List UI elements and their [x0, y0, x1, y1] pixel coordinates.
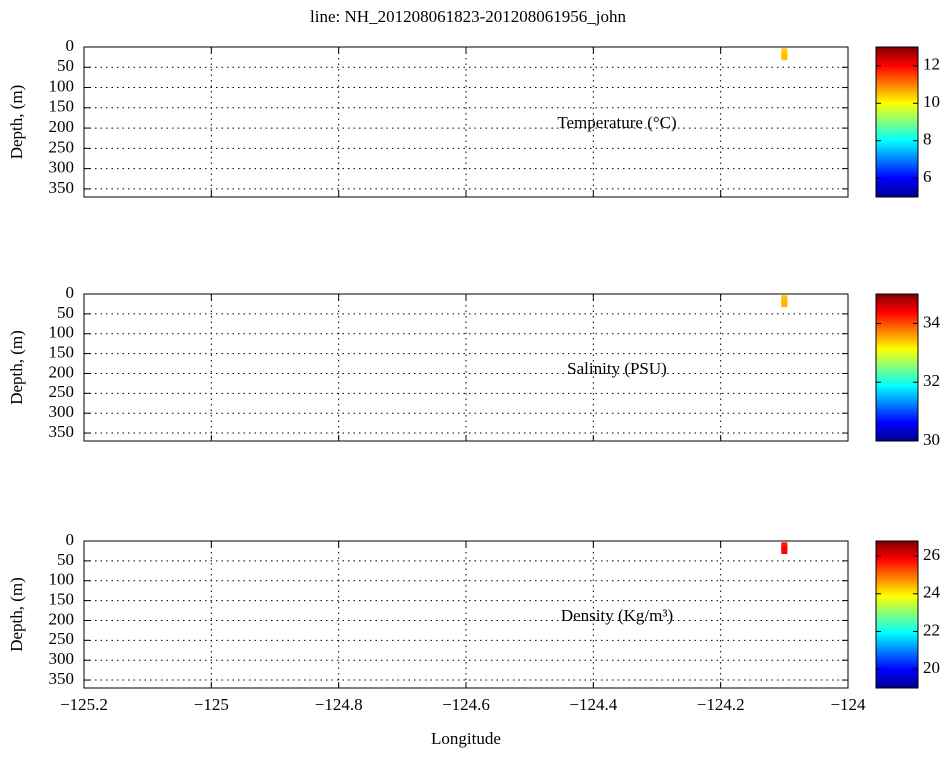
y-tick-label: 50	[57, 550, 74, 569]
y-tick-label: 200	[49, 609, 75, 628]
plot-frame	[83, 293, 849, 442]
colorbar	[875, 540, 919, 689]
y-tick-label: 150	[49, 590, 75, 609]
y-tick-label: 150	[49, 97, 75, 116]
x-tick-label: −124	[830, 695, 866, 714]
point	[781, 300, 788, 308]
y-tick-label: 250	[49, 137, 75, 156]
colorbar-tick-label: 32	[923, 371, 940, 390]
y-tick-label: 350	[49, 669, 75, 688]
y-tick-label: 0	[66, 530, 75, 549]
y-tick-label: 0	[66, 283, 75, 302]
y-axis-label: Depth, (m)	[7, 577, 26, 652]
panel-label: Salinity (PSU)	[567, 359, 667, 378]
colorbar	[875, 293, 919, 442]
y-tick-label: 250	[49, 382, 75, 401]
y-tick-label: 0	[66, 36, 75, 55]
colorbar-tick-label: 20	[923, 658, 940, 677]
y-axis-label: Depth, (m)	[7, 330, 26, 405]
x-tick-label: −125.2	[60, 695, 108, 714]
colorbar-tick-label: 8	[923, 130, 932, 149]
point	[781, 547, 788, 555]
colorbar-tick-label: 12	[923, 55, 940, 74]
colorbar	[875, 46, 919, 198]
y-tick-label: 100	[49, 76, 75, 95]
y-tick-label: 350	[49, 178, 75, 197]
colorbar-tick-label: 10	[923, 92, 940, 111]
x-tick-label: −125	[194, 695, 229, 714]
y-tick-label: 300	[49, 158, 75, 177]
colorbar-tick-label: 22	[923, 620, 940, 639]
y-tick-label: 50	[57, 303, 74, 322]
y-tick-label: 250	[49, 629, 75, 648]
panel-label: Temperature (°C)	[557, 113, 676, 132]
y-tick-label: 200	[49, 117, 75, 136]
colorbar-tick-label: 6	[923, 167, 932, 186]
x-axis-label: Longitude	[431, 729, 501, 748]
x-tick-label: −124.6	[442, 695, 490, 714]
panel-label: Density (Kg/m³)	[561, 606, 673, 625]
point	[781, 53, 788, 61]
colorbar-tick-label: 26	[923, 545, 940, 564]
x-tick-label: −124.4	[569, 695, 617, 714]
x-tick-label: −124.2	[697, 695, 745, 714]
colorbar-tick-label: 30	[923, 430, 940, 449]
y-tick-label: 300	[49, 402, 75, 421]
y-tick-label: 50	[57, 56, 74, 75]
y-tick-label: 150	[49, 343, 75, 362]
plot-frame	[83, 540, 849, 689]
colorbar-tick-label: 24	[923, 583, 941, 602]
y-tick-label: 300	[49, 649, 75, 668]
plot-frame	[83, 46, 849, 198]
figure-title: line: NH_201208061823-201208061956_john	[310, 7, 626, 26]
x-tick-label: −124.8	[315, 695, 363, 714]
y-tick-label: 100	[49, 570, 75, 589]
y-tick-label: 100	[49, 323, 75, 342]
y-tick-label: 350	[49, 422, 75, 441]
y-tick-label: 200	[49, 362, 75, 381]
y-axis-label: Depth, (m)	[7, 85, 26, 160]
colorbar-tick-label: 34	[923, 312, 941, 331]
